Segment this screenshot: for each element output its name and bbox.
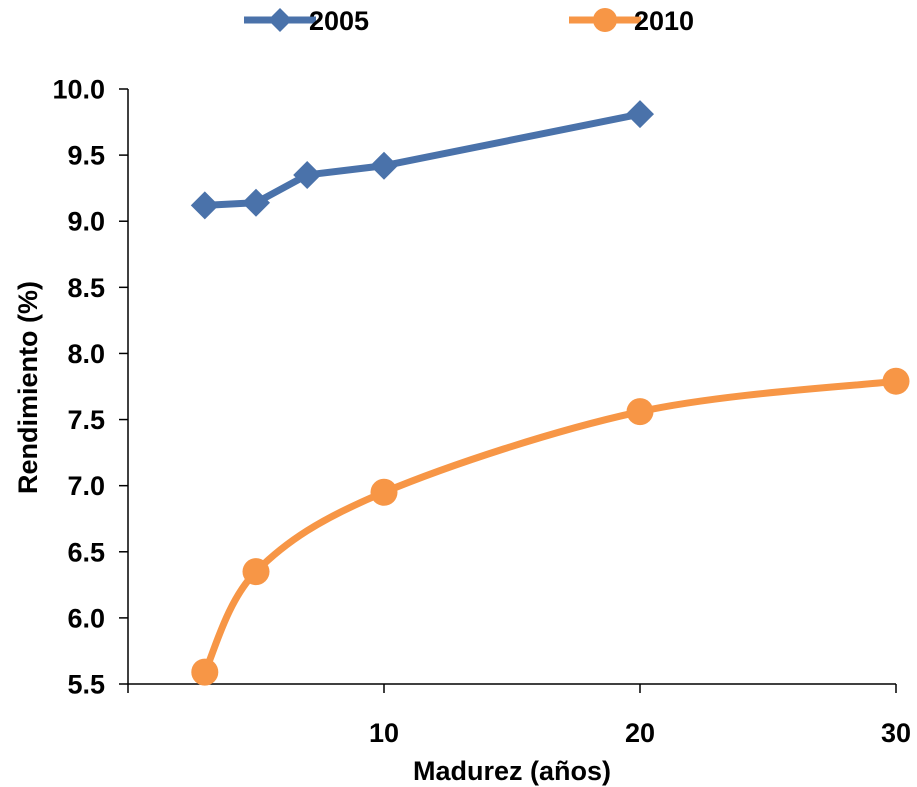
legend-item-2010: 2010 <box>569 6 694 36</box>
data-point <box>370 151 398 180</box>
data-point <box>293 160 322 189</box>
series-line <box>201 110 644 209</box>
series-layer <box>190 100 910 686</box>
y-tick-label: 6.5 <box>67 537 105 567</box>
series-2005 <box>190 100 654 220</box>
x-axis-title: Madurez (años) <box>413 756 611 786</box>
axes: 5.5 6.0 6.5 7.0 7.5 8.0 8.5 9.0 9.5 10.0 10 20 30 <box>52 75 911 749</box>
y-tick-label: 10.0 <box>52 75 105 105</box>
y-tick-label: 8.5 <box>67 273 105 303</box>
y-tick-label: 7.5 <box>67 405 105 435</box>
plot-area: 5.5 6.0 6.5 7.0 7.5 8.0 8.5 9.0 9.5 10.0 10 20 30 <box>52 75 911 749</box>
legend-item-2005: 2005 <box>244 6 369 36</box>
data-point <box>242 558 270 586</box>
legend: 2005 2010 <box>244 6 694 36</box>
y-tick-label: 9.0 <box>67 207 105 237</box>
legend-swatch-marker <box>593 8 617 32</box>
y-tick-label: 5.5 <box>67 670 105 700</box>
data-point <box>626 398 654 426</box>
y-axis-title: Rendimiento (%) <box>13 281 43 494</box>
y-tick-label: 6.0 <box>67 603 105 633</box>
data-point <box>882 367 910 395</box>
data-point <box>370 478 398 506</box>
data-point <box>191 658 219 686</box>
x-tick-label: 30 <box>881 718 911 748</box>
data-point <box>190 191 219 220</box>
x-tick-label: 20 <box>625 718 655 748</box>
legend-label: 2005 <box>309 6 369 36</box>
y-tick-label: 9.5 <box>67 141 105 171</box>
legend-swatch-marker <box>268 8 292 32</box>
legend-label: 2010 <box>634 6 694 36</box>
data-point <box>626 100 654 129</box>
data-point <box>242 188 270 217</box>
series-2010 <box>191 367 910 686</box>
series-line <box>201 377 900 676</box>
x-tick-label: 10 <box>369 718 399 748</box>
y-tick-label: 7.0 <box>67 471 105 501</box>
y-tick-label: 8.0 <box>67 339 105 369</box>
